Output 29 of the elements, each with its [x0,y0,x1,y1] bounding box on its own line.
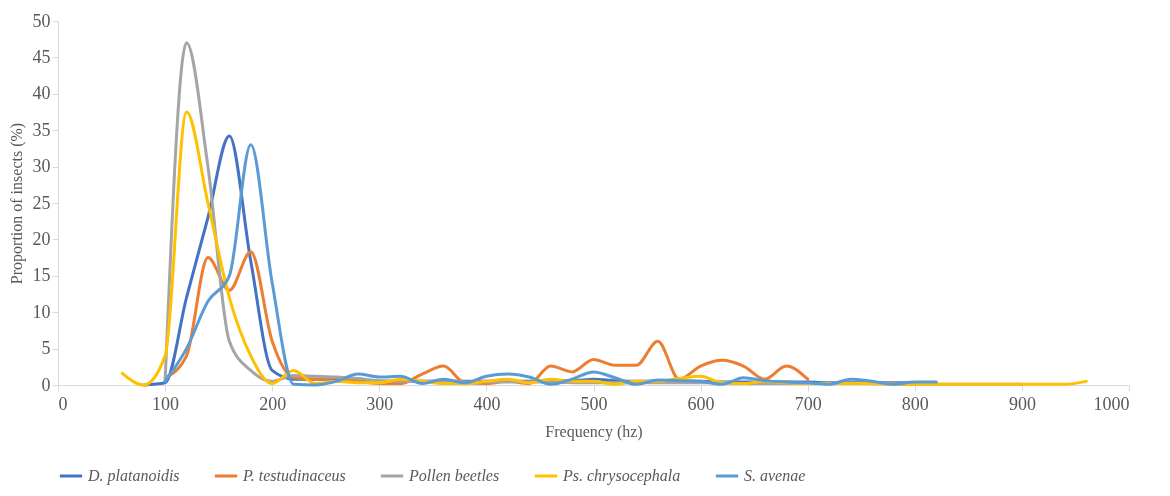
legend-label: Ps. chrysocephala [562,467,681,485]
x-tick-label: 200 [259,393,287,414]
legend-label: D. platanoidis [87,467,180,485]
y-axis-title: Proportion of insects (%) [7,122,26,285]
y-tick-label: 30 [32,156,51,177]
legend-label: S. avenae [744,467,806,484]
x-tick-label: 400 [473,393,501,414]
y-tick-label: 35 [32,119,51,140]
y-tick-label: 15 [32,265,51,286]
x-tick-label: 100 [152,393,180,414]
y-tick-label: 45 [32,46,51,67]
x-tick-label: 800 [901,393,929,414]
x-tick-label: 900 [1008,393,1036,414]
x-tick-label: 500 [580,393,608,414]
x-tick-label: 700 [794,393,822,414]
y-tick-label: 25 [32,192,51,213]
y-tick-label: 0 [41,374,51,395]
legend-label: Pollen beetles [408,467,500,484]
y-tick-label: 50 [32,10,51,31]
y-tick-label: 5 [41,338,51,359]
legend-label: P. testudinaceus [242,467,346,484]
y-tick-label: 20 [32,228,51,249]
x-tick-label: 1000 [1093,393,1130,414]
y-tick-label: 10 [32,301,51,322]
x-tick-label: 600 [687,393,715,414]
y-tick-label: 40 [32,83,51,104]
x-tick-label: 300 [366,393,394,414]
x-tick-label: 0 [58,393,68,414]
x-axis-title: Frequency (hz) [545,422,643,441]
